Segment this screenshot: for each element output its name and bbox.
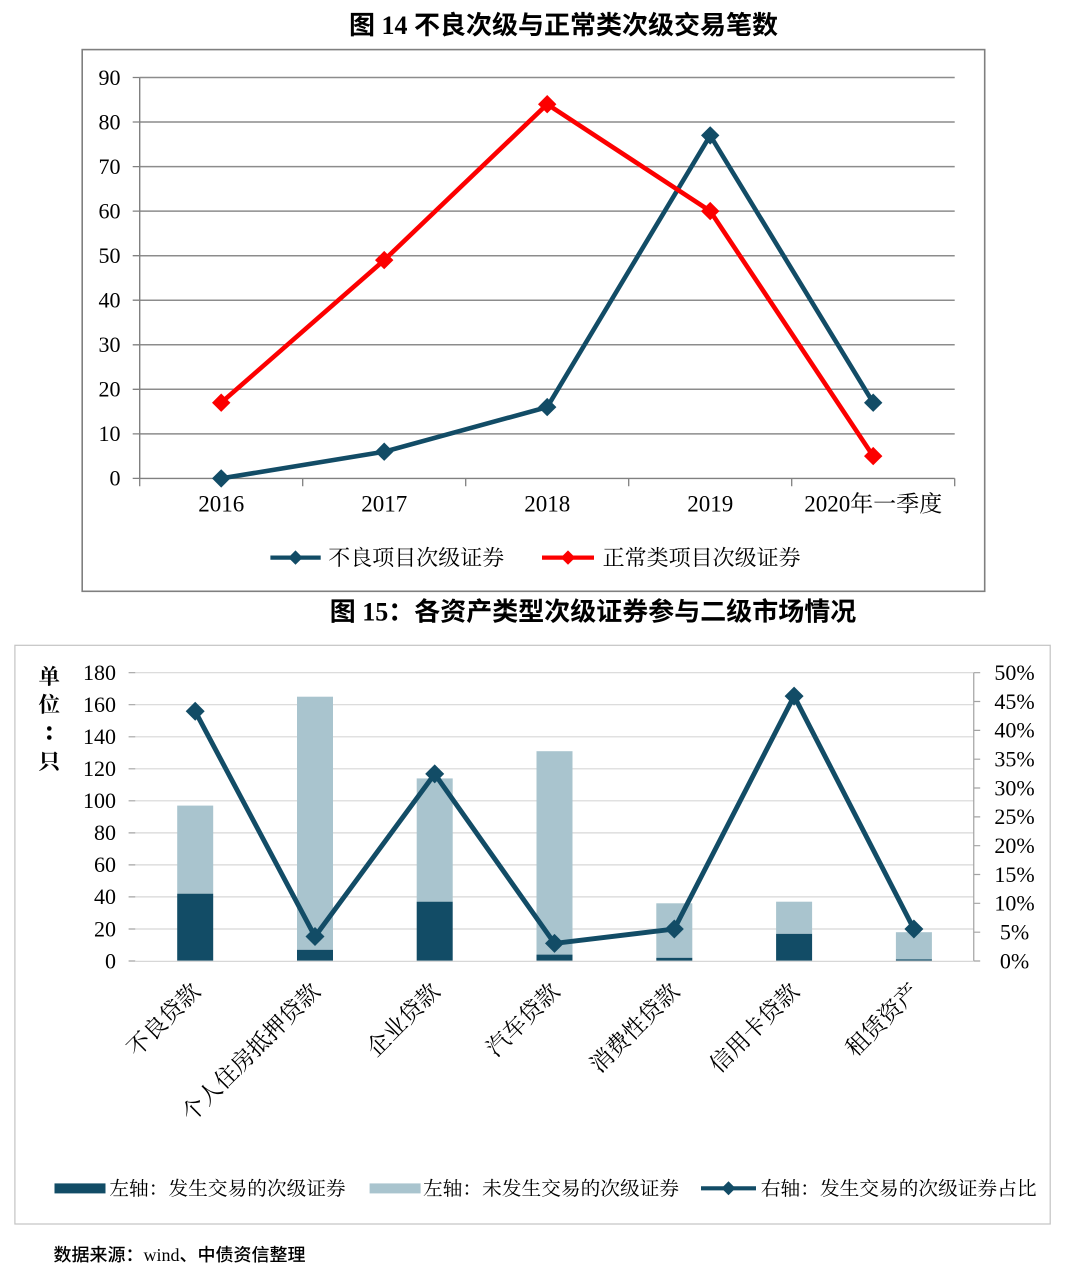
svg-text:35%: 35% <box>994 747 1034 772</box>
svg-text:30%: 30% <box>994 775 1034 800</box>
svg-text:60: 60 <box>99 198 121 223</box>
svg-text:180: 180 <box>83 660 116 685</box>
svg-text:10%: 10% <box>994 891 1034 916</box>
svg-text:2020: 2020 <box>804 492 850 517</box>
svg-text:20%: 20% <box>994 833 1034 858</box>
svg-text:140: 140 <box>83 724 116 749</box>
svg-text:15: 15 <box>362 598 388 627</box>
svg-text:2019: 2019 <box>687 492 733 517</box>
svg-text:40: 40 <box>99 288 121 313</box>
svg-text:40%: 40% <box>994 718 1034 743</box>
svg-text:2017: 2017 <box>361 492 407 517</box>
svg-text:0: 0 <box>110 466 121 491</box>
svg-text:0: 0 <box>105 948 116 973</box>
svg-text:15%: 15% <box>994 862 1034 887</box>
svg-text:100: 100 <box>83 788 116 813</box>
svg-text:160: 160 <box>83 692 116 717</box>
svg-text:80: 80 <box>99 109 121 134</box>
svg-text:45%: 45% <box>994 689 1034 714</box>
svg-text:20: 20 <box>94 916 116 941</box>
svg-text:50%: 50% <box>994 660 1034 685</box>
svg-text:40: 40 <box>94 884 116 909</box>
svg-text:30: 30 <box>99 332 121 357</box>
svg-text:50: 50 <box>99 243 121 268</box>
svg-text:14: 14 <box>382 11 408 40</box>
svg-text:60: 60 <box>94 852 116 877</box>
svg-text:0%: 0% <box>1000 948 1029 973</box>
svg-text:5%: 5% <box>1000 920 1029 945</box>
svg-text:70: 70 <box>99 154 121 179</box>
svg-text:wind: wind <box>144 1245 180 1265</box>
svg-text:20: 20 <box>99 377 121 402</box>
svg-text:80: 80 <box>94 820 116 845</box>
svg-text:25%: 25% <box>994 804 1034 829</box>
svg-text:120: 120 <box>83 756 116 781</box>
svg-text:2018: 2018 <box>524 492 570 517</box>
svg-text:2016: 2016 <box>198 492 244 517</box>
svg-text:10: 10 <box>99 421 121 446</box>
svg-text:90: 90 <box>99 65 121 90</box>
